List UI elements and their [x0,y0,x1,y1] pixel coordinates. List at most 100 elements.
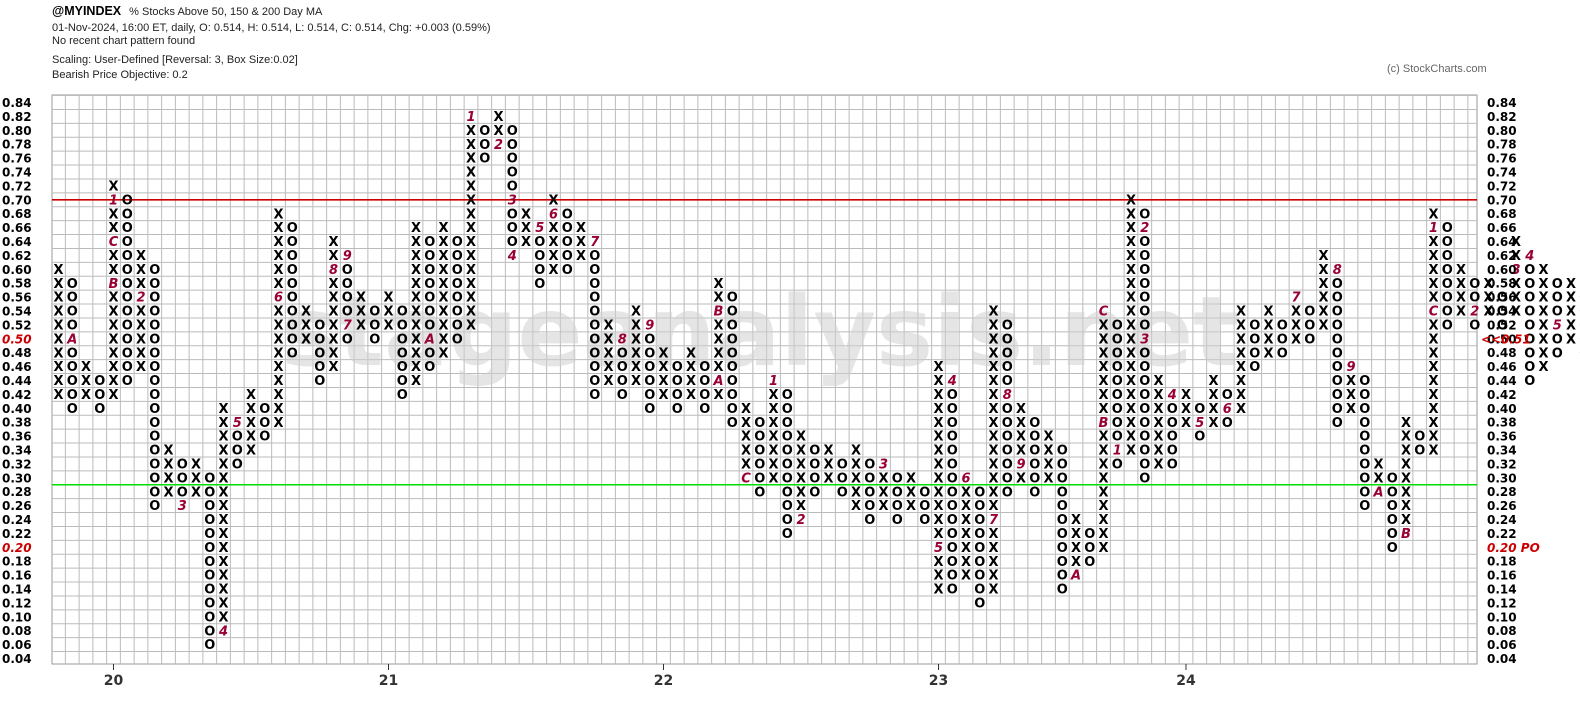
x-mark: X [1456,277,1466,292]
o-mark: O [1112,374,1123,389]
o-mark: O [1332,319,1343,334]
x-mark: X [53,291,63,306]
o-mark: O [1442,305,1453,320]
x-mark: X [328,319,338,334]
x-mark: X [273,374,283,389]
o-mark: O [727,346,738,361]
o-mark: O [1112,430,1123,445]
x-mark: X [1346,374,1356,389]
x-mark: X [988,416,998,431]
o-mark: O [947,583,958,598]
o-mark: O [1359,402,1370,417]
o-mark: O [204,513,215,528]
o-mark: O [974,583,985,598]
o-mark: O [67,305,78,320]
x-mark: X [1511,305,1521,320]
o-mark: O [534,235,545,250]
o-mark: O [864,471,875,486]
x-mark: X [576,221,586,236]
o-mark: O [1029,430,1040,445]
x-mark: X [466,138,476,153]
x-mark: X [548,193,558,208]
o-mark: O [1112,458,1123,473]
x-mark: X [1126,402,1136,417]
x-mark: X [1538,332,1548,347]
y-tick-left: 0.16 [2,569,32,583]
x-mark: X [466,180,476,195]
o-mark: O [1304,319,1315,334]
x-mark: X [1456,305,1466,320]
x-mark: X [1428,360,1438,375]
y-tick-right: 0.66 [1487,221,1517,235]
o-mark: O [1002,374,1013,389]
o-mark: O [1057,513,1068,528]
o-mark: O [1112,360,1123,375]
o-mark: O [1112,319,1123,334]
x-mark: X [1126,444,1136,459]
x-mark: X [273,305,283,320]
o-mark: O [259,430,270,445]
o-mark: O [1084,527,1095,542]
x-mark: X [1263,332,1273,347]
o-mark: O [782,388,793,403]
o-mark: O [1002,444,1013,459]
x-mark: X [1181,388,1191,403]
x-mark: X [713,332,723,347]
x-mark: X [328,346,338,361]
o-mark: O [507,166,518,181]
y-tick-right: 0.74 [1487,166,1517,180]
y-tick-right: 0.06 [1487,638,1517,652]
x-mark: X [356,305,366,320]
x-mark: X [988,541,998,556]
o-mark: O [122,346,133,361]
x-mark: X [1456,263,1466,278]
x-mark: X [713,346,723,361]
x-mark: X [1428,277,1438,292]
x-mark: X [1566,305,1576,320]
o-mark: O [424,319,435,334]
o-mark: O [177,458,188,473]
y-tick-right: 0.34 [1487,444,1517,458]
y-tick-right: 0.80 [1487,124,1517,138]
o-mark: O [122,193,133,208]
x-mark: X [933,416,943,431]
o-mark: O [1139,416,1150,431]
o-mark: O [947,388,958,403]
y-tick-right: 0.84 [1487,96,1517,110]
o-mark: O [122,319,133,334]
x-mark: X [411,277,421,292]
y-tick-left: 0.10 [2,610,32,624]
o-mark: O [562,221,573,236]
x-mark: X [383,291,393,306]
x-mark: X [961,499,971,514]
o-mark: O [1029,485,1040,500]
x-mark: X [273,263,283,278]
x-mark: X [411,305,421,320]
x-mark: X [273,360,283,375]
o-mark: O [232,458,243,473]
o-mark: O [507,235,518,250]
o-mark: O [1332,291,1343,306]
o-mark: O [314,374,325,389]
objective-line: Bearish Price Objective: 0.2 [52,69,188,81]
o-mark: O [1139,458,1150,473]
o-mark: O [617,360,628,375]
x-mark: X [521,235,531,250]
x-mark: X [1538,277,1548,292]
o-mark: O [727,402,738,417]
x-mark: X [1566,319,1576,334]
month-marker: 1 [1113,444,1122,459]
x-mark: X [218,555,228,570]
x-mark: X [246,416,256,431]
x-mark: X [768,402,778,417]
ohlc-line: 01-Nov-2024, 16:00 ET, daily, O: 0.514, … [52,22,491,34]
o-mark: O [1084,555,1095,570]
x-mark: X [1098,471,1108,486]
o-mark: O [644,388,655,403]
o-mark: O [342,291,353,306]
month-marker: 8 [1333,263,1342,278]
o-mark: O [1112,388,1123,403]
o-mark: O [919,513,930,528]
x-mark: X [1373,458,1383,473]
o-mark: O [424,360,435,375]
